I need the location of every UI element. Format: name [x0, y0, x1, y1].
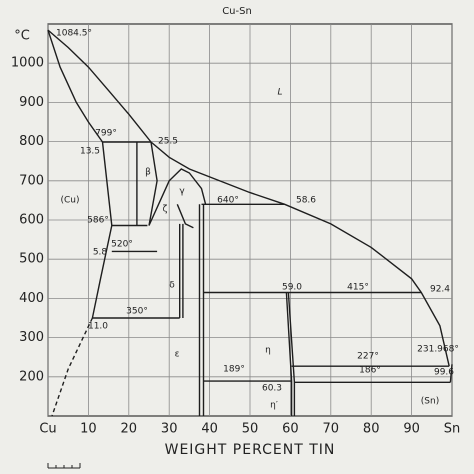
annotation: ζ — [163, 205, 168, 215]
x-tick-label: 10 — [80, 422, 97, 437]
y-tick-label: 1000 — [11, 56, 44, 71]
scale-bar — [47, 463, 81, 469]
annotation: 640° — [217, 196, 239, 206]
phase-boundary — [91, 141, 113, 319]
annotation: 189° — [223, 365, 245, 375]
x-tick-label: 80 — [363, 422, 380, 437]
annotation: δ — [169, 281, 175, 291]
y-tick-label: 300 — [19, 330, 44, 345]
annotation: 60.3 — [262, 384, 282, 394]
phase-boundary — [47, 29, 104, 143]
annotation: (Sn) — [421, 397, 439, 407]
y-tick-label: 500 — [19, 252, 44, 267]
annotation: 59.0 — [282, 283, 302, 293]
annotation: 58.6 — [296, 196, 316, 206]
phase-boundary — [449, 364, 453, 383]
annotation: L — [277, 88, 282, 98]
phase-boundary — [148, 168, 207, 226]
annotation: 5.8 — [93, 248, 108, 258]
annotation: 25.5 — [158, 137, 178, 147]
annotation: (Cu) — [60, 196, 79, 206]
phase-boundary — [51, 317, 94, 417]
x-tick-label: 50 — [242, 422, 259, 437]
x-tick-label: Sn — [444, 422, 461, 437]
y-tick-label: 800 — [19, 134, 44, 149]
y-tick-label: 400 — [19, 291, 44, 306]
annotation: 799° — [95, 129, 117, 139]
y-tick-label: 200 — [19, 369, 44, 384]
annotation: 186° — [359, 366, 381, 376]
x-tick-label: 90 — [403, 422, 420, 437]
annotation: 92.4 — [430, 285, 450, 295]
annotation: β — [145, 168, 151, 178]
y-tick-label: 900 — [19, 95, 44, 110]
x-tick-label: Cu — [39, 422, 56, 437]
annotation: 520° — [111, 240, 133, 250]
annotation: 350° — [126, 307, 148, 317]
phase-boundary — [148, 141, 158, 226]
x-tick-label: 20 — [121, 422, 138, 437]
annotation: 586° — [87, 216, 109, 226]
annotation: 1084.5° — [56, 29, 92, 39]
phase-boundary — [47, 29, 152, 143]
annotation: 231.968° — [417, 345, 459, 355]
x-tick-label: 60 — [282, 422, 299, 437]
annotation: 11.0 — [88, 322, 108, 332]
y-tick-label: 700 — [19, 173, 44, 188]
annotation: η′ — [270, 401, 278, 411]
y-axis-label: °C — [14, 29, 30, 44]
phase-boundary — [176, 204, 194, 229]
annotation: 13.5 — [80, 147, 100, 157]
y-tick-label: 600 — [19, 213, 44, 228]
annotation: ε — [175, 350, 180, 360]
x-tick-label: 40 — [201, 422, 218, 437]
phase-boundary — [150, 141, 450, 367]
x-tick-label: 30 — [161, 422, 178, 437]
annotation: 227° — [357, 352, 379, 362]
x-axis-label: WEIGHT PERCENT TIN — [165, 442, 336, 458]
chart-title: Cu-Sn — [222, 6, 252, 17]
annotation: 99.6 — [434, 368, 454, 378]
annotation: 415° — [347, 283, 369, 293]
annotation: η — [265, 346, 271, 356]
annotation: γ — [179, 187, 185, 197]
x-tick-label: 70 — [323, 422, 340, 437]
